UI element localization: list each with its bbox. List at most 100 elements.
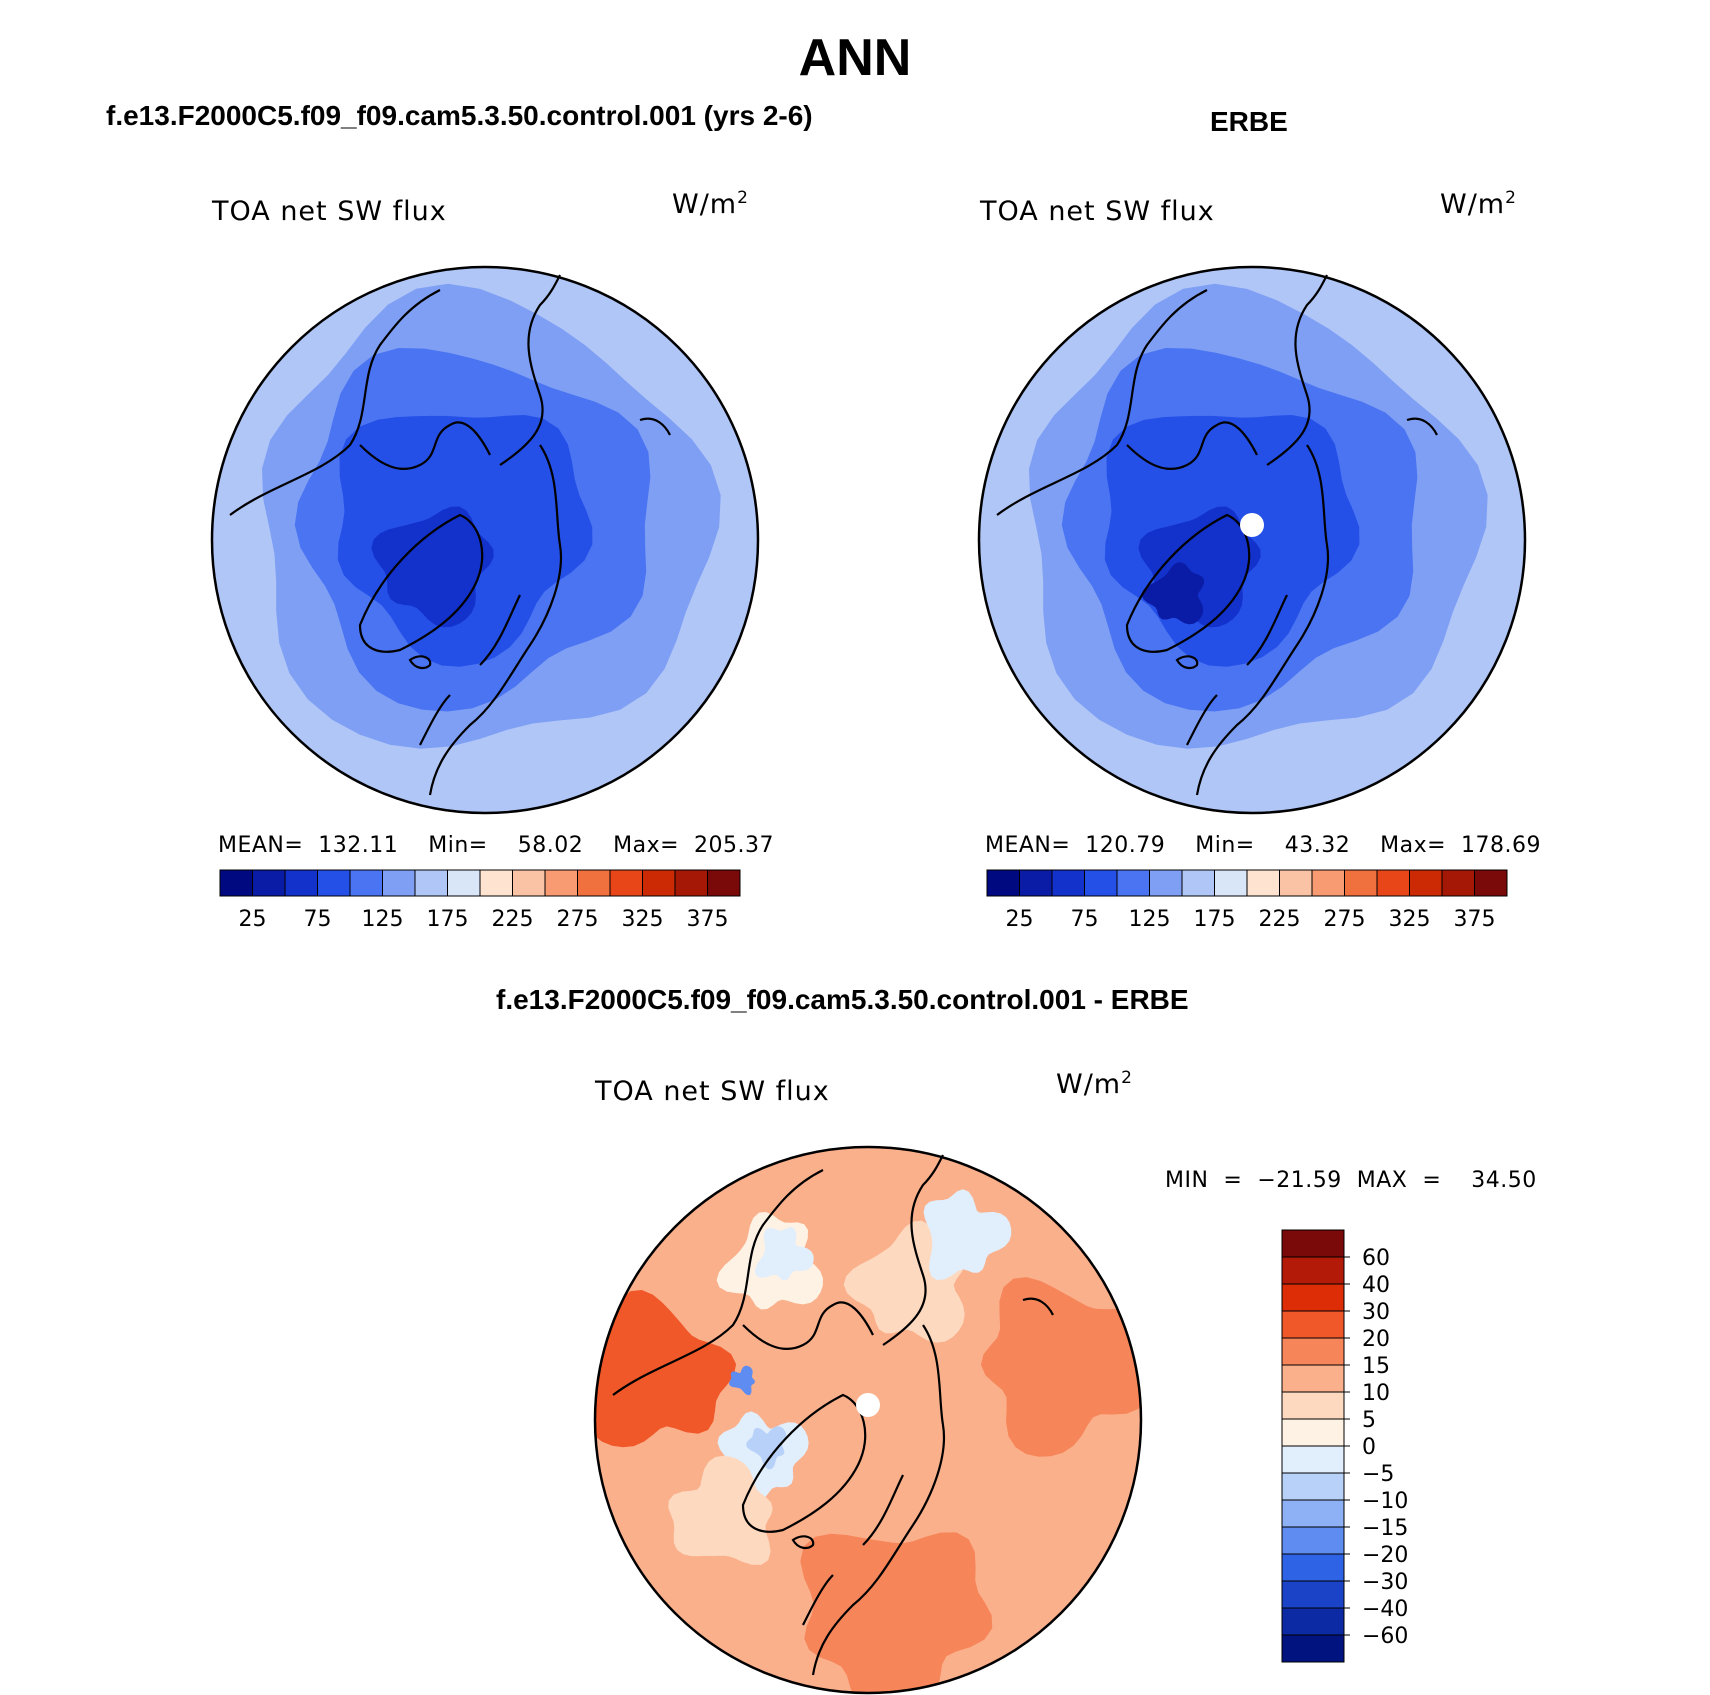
colorbar-model-tick-label: 25 xyxy=(239,907,267,932)
colorbar-model-box xyxy=(349,869,383,897)
colorbar-model: 25 75 125 175 225 275 325 375 xyxy=(219,869,741,932)
variable-label-obs: TOA net SW flux xyxy=(980,196,1215,227)
colorbar-obs-box xyxy=(1441,869,1475,897)
colorbar-obs-box xyxy=(1214,869,1248,897)
colorbar-diff-box xyxy=(1281,1337,1345,1366)
coastline xyxy=(1266,274,1328,466)
map-model-polar xyxy=(210,265,760,815)
colorbar-obs-box xyxy=(1409,869,1443,897)
colorbar-obs-box xyxy=(1084,869,1118,897)
colorbar-diff-tick-label: −10 xyxy=(1362,1489,1408,1514)
missing-data-pole xyxy=(856,1393,880,1417)
colorbar-model-box xyxy=(642,869,676,897)
coastline xyxy=(428,444,562,796)
coastline xyxy=(1246,594,1288,666)
coastline xyxy=(741,1393,867,1533)
coastline xyxy=(802,1574,834,1626)
colorbar-obs-box xyxy=(1279,869,1313,897)
colorbar-diff-tick-label: 0 xyxy=(1362,1435,1376,1460)
coastline xyxy=(1406,417,1438,436)
colorbar-diff-tick-label: 60 xyxy=(1362,1246,1390,1271)
coastlines xyxy=(229,274,671,796)
colorbar-diff-box xyxy=(1281,1553,1345,1582)
coastline xyxy=(479,594,521,666)
contour-level xyxy=(371,506,494,628)
contour-level xyxy=(1141,562,1204,625)
colorbar-model-tick-label: 75 xyxy=(304,907,332,932)
coastline xyxy=(742,1301,874,1350)
colorbar-obs: 25 75 125 175 225 275 325 375 xyxy=(986,869,1508,932)
colorbar-diff-tick-label: −15 xyxy=(1362,1516,1408,1541)
coastline xyxy=(1186,694,1218,746)
colorbar-obs-box xyxy=(1051,869,1085,897)
contour-level xyxy=(981,1277,1141,1457)
colorbar-diff-box xyxy=(1281,1580,1345,1609)
stats-model: MEAN= 132.11 Min= 58.02 Max= 205.37 xyxy=(218,833,775,858)
units-label-model: W/m2 xyxy=(672,188,749,220)
colorbar-diff-tick-label: −60 xyxy=(1362,1624,1408,1649)
colorbar-diff-tick-label: −40 xyxy=(1362,1597,1408,1622)
colorbar-model-box xyxy=(609,869,643,897)
panel-title-obs: ERBE xyxy=(1210,106,1288,137)
coastline xyxy=(811,1324,945,1676)
colorbar-model-tick-label: 225 xyxy=(492,907,534,932)
panel-title-model: f.e13.F2000C5.f09_f09.cam5.3.50.control.… xyxy=(106,100,813,131)
colorbar-obs-box xyxy=(1376,869,1410,897)
colorbar-obs-tick-label: 75 xyxy=(1071,907,1099,932)
colorbar-obs-tick-label: 275 xyxy=(1324,907,1366,932)
coastline xyxy=(419,694,451,746)
stats-obs: MEAN= 120.79 Min= 43.32 Max= 178.69 xyxy=(985,833,1542,858)
colorbar-diff-box xyxy=(1281,1607,1345,1636)
colorbar-model-box xyxy=(544,869,578,897)
contour-level xyxy=(729,1365,755,1396)
map-boundary xyxy=(977,265,1527,815)
contour-level xyxy=(754,1227,814,1281)
colorbar-model-tick-label: 275 xyxy=(557,907,599,932)
colorbar-model-box xyxy=(674,869,708,897)
colorbar-diff-box xyxy=(1281,1364,1345,1393)
map-boundary xyxy=(210,265,760,815)
colorbar-diff-tick-label: −5 xyxy=(1362,1462,1394,1487)
coastlines xyxy=(612,1154,1054,1676)
colorbar-model-tick-label: 375 xyxy=(687,907,729,932)
coastline xyxy=(1195,444,1329,796)
colorbar-diff-box xyxy=(1281,1310,1345,1339)
colorbar-diff-tick-label: 20 xyxy=(1362,1327,1390,1352)
variable-label-diff: TOA net SW flux xyxy=(595,1076,830,1107)
colorbar-diff-tick-label: 30 xyxy=(1362,1300,1390,1325)
colorbar-diff-tick-label: 5 xyxy=(1362,1408,1376,1433)
colorbar-model-box xyxy=(447,869,481,897)
panel-title-diff: f.e13.F2000C5.f09_f09.cam5.3.50.control.… xyxy=(496,984,1189,1015)
colorbar-model-tick-label: 175 xyxy=(427,907,469,932)
colorbar-obs-tick-label: 375 xyxy=(1454,907,1496,932)
coastline xyxy=(499,274,561,466)
coastline xyxy=(1126,421,1258,470)
contour-fill xyxy=(979,267,1525,813)
contour-level xyxy=(746,1426,787,1470)
colorbar-obs-box xyxy=(1246,869,1280,897)
units-label-diff: W/m2 xyxy=(1056,1068,1133,1100)
coastline xyxy=(229,289,441,516)
colorbar-diff-box xyxy=(1281,1499,1345,1528)
colorbar-obs-box xyxy=(986,869,1020,897)
colorbar-model-tick-label: 325 xyxy=(622,907,664,932)
colorbar-obs-box xyxy=(1019,869,1053,897)
colorbar-obs-box xyxy=(1344,869,1378,897)
colorbar-diff-box xyxy=(1281,1418,1345,1447)
colorbar-obs-tick-label: 25 xyxy=(1006,907,1034,932)
colorbar-model-box xyxy=(479,869,513,897)
colorbar-diff-box xyxy=(1281,1634,1345,1663)
colorbar-diff-tick-label: 15 xyxy=(1362,1354,1390,1379)
colorbar-diff-box xyxy=(1281,1256,1345,1285)
coastline xyxy=(862,1474,904,1546)
coastline xyxy=(1175,655,1199,670)
coastlines xyxy=(996,274,1438,796)
coastline xyxy=(996,289,1208,516)
colorbar-obs-tick-label: 325 xyxy=(1389,907,1431,932)
colorbar-model-box xyxy=(284,869,318,897)
coastline xyxy=(882,1154,944,1346)
colorbar-obs-box xyxy=(1474,869,1508,897)
colorbar-model-box xyxy=(512,869,546,897)
colorbar-diff-box xyxy=(1281,1526,1345,1555)
